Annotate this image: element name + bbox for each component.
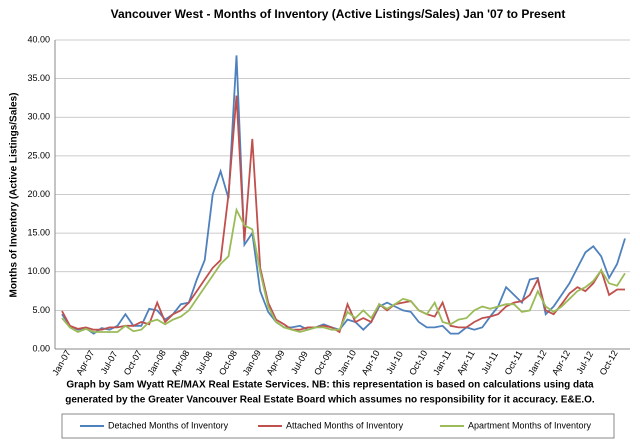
chart-title: Vancouver West - Months of Inventory (Ac…: [111, 7, 566, 21]
x-tick-label: Apr-07: [74, 348, 96, 376]
legend-label: Detached Months of Inventory: [108, 420, 229, 430]
x-tick-label: Oct-12: [598, 348, 620, 376]
footnote: Graph by Sam Wyatt RE/MAX Real Estate Se…: [66, 380, 594, 391]
y-axis-label: Months of Inventory (Active Listings/Sal…: [9, 92, 20, 297]
legend-box: [61, 413, 615, 439]
y-tick-label: 0.00: [32, 343, 50, 353]
legend-label: Attached Months of Inventory: [286, 420, 404, 430]
footnote: generated by the Greater Vancouver Real …: [65, 395, 595, 406]
x-tick-label: Jan-08: [145, 348, 167, 377]
y-tick-label: 25.00: [27, 150, 50, 160]
x-tick-label: Jul-11: [479, 350, 500, 376]
y-tick-label: 5.00: [32, 305, 50, 315]
y-tick-label: 10.00: [27, 266, 50, 276]
x-tick-label: Oct-09: [312, 348, 334, 376]
x-tick-label: Oct-07: [122, 348, 144, 376]
y-tick-label: 15.00: [27, 228, 50, 238]
series-line: [61, 95, 625, 334]
x-tick-label: Jan-07: [50, 348, 72, 377]
series-line: [61, 55, 626, 335]
x-tick-label: Apr-08: [169, 348, 191, 376]
y-tick-label: 30.00: [27, 112, 50, 122]
x-tick-label: Apr-12: [550, 348, 572, 376]
y-tick-label: 40.00: [27, 34, 50, 44]
x-tick-label: Jul-08: [194, 350, 215, 376]
x-tick-label: Jan-09: [241, 348, 263, 377]
x-tick-label: Oct-08: [217, 348, 239, 376]
x-tick-label: Apr-09: [264, 348, 286, 376]
x-tick-label: Apr-11: [455, 349, 477, 377]
y-tick-label: 20.00: [27, 189, 50, 199]
x-tick-label: Jul-10: [384, 350, 405, 376]
x-tick-label: Jul-12: [574, 350, 595, 376]
x-tick-label: Jan-12: [526, 348, 548, 377]
x-tick-label: Jul-07: [99, 350, 120, 376]
legend-label: Apartment Months of Inventory: [468, 420, 592, 430]
y-tick-label: 35.00: [27, 73, 50, 83]
x-tick-label: Apr-10: [360, 348, 382, 376]
x-tick-label: Jul-09: [289, 350, 310, 376]
x-tick-label: Jan-10: [336, 348, 358, 377]
series-line: [61, 207, 626, 333]
x-tick-label: Jan-11: [431, 349, 453, 377]
x-tick-label: Oct-11: [503, 349, 525, 377]
x-tick-label: Oct-10: [407, 348, 429, 376]
